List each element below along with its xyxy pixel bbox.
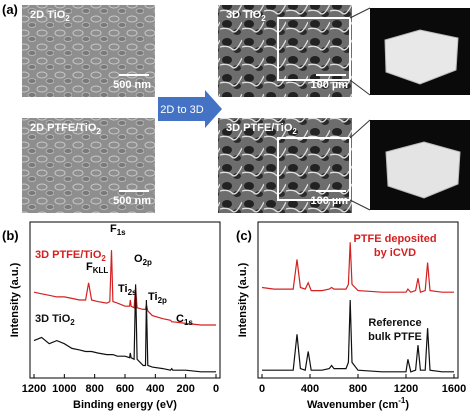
peak-label: Ti2p xyxy=(148,291,167,305)
x-tick-label: 1200 xyxy=(394,383,418,395)
panel-label: (c) xyxy=(236,228,252,243)
legend-label: bulk PTFE xyxy=(368,331,422,343)
text-part: 3D TiO xyxy=(226,9,262,21)
subscript: KLL xyxy=(93,266,109,275)
subscript: 2p xyxy=(143,258,152,267)
x-tick-label: 1000 xyxy=(52,383,76,395)
subscript: 2 xyxy=(261,14,266,23)
image-label: 3D PTFE/TiO2 xyxy=(226,122,297,136)
x-tick-label: 800 xyxy=(85,383,103,395)
x-tick-label: 400 xyxy=(301,383,319,395)
x-axis-label: Binding energy (eV) xyxy=(73,399,177,411)
subscript: 2 xyxy=(96,127,101,136)
peak-label: F1s xyxy=(110,223,126,237)
connector xyxy=(349,119,371,139)
micrograph xyxy=(218,5,352,97)
connector xyxy=(349,199,371,211)
text-part: 3D PTFE/TiO xyxy=(226,122,293,134)
y-axis-label: Intensity (a.u.) xyxy=(237,262,249,337)
x-tick-label: 0 xyxy=(213,383,219,395)
panel-a: 2D to 3D (a) xyxy=(2,2,470,213)
text-part: F xyxy=(86,261,93,273)
subscript: 2 xyxy=(70,318,75,327)
subscript: 2p xyxy=(158,296,167,305)
x-tick-label: 800 xyxy=(349,383,367,395)
text-part: F xyxy=(110,223,117,235)
subscript: 2 xyxy=(101,254,106,263)
y-axis-label: Intensity (a.u.) xyxy=(9,262,21,337)
x-tick-label: 0 xyxy=(259,383,265,395)
subscript: 2s xyxy=(128,288,137,297)
peak-label: C1s xyxy=(176,313,193,327)
panel-label: (a) xyxy=(2,2,18,17)
text-part: 2D TiO xyxy=(30,9,66,21)
plot-frame xyxy=(29,221,221,379)
subscript: 2 xyxy=(292,127,297,136)
image-label: 2D TiO2 xyxy=(30,9,70,23)
x-tick-label: 1200 xyxy=(22,383,46,395)
legend-label: by iCVD xyxy=(374,247,416,259)
micrograph xyxy=(22,118,155,213)
zoom-box xyxy=(277,17,351,81)
x-tick-label: 400 xyxy=(146,383,164,395)
spectrum-line xyxy=(33,284,216,373)
scale-label: 500 nm xyxy=(113,195,151,207)
superscript: -1 xyxy=(398,396,406,405)
foam xyxy=(385,141,461,199)
subscript: 2 xyxy=(65,14,70,23)
peak-label: FKLL xyxy=(86,261,108,275)
text-part: Binding energy (eV) xyxy=(73,399,177,411)
text-part: ) xyxy=(405,399,409,411)
subscript: 1s xyxy=(117,228,126,237)
text-part: Wavenumber (cm xyxy=(307,399,399,411)
arrow-label: 2D to 3D xyxy=(160,104,203,116)
image-label: 2D PTFE/TiO2 xyxy=(30,122,101,136)
scale-label: 100 µm xyxy=(310,79,348,91)
spectrum-line xyxy=(261,242,454,293)
scale-label: 500 nm xyxy=(113,79,151,91)
text-part: Ti xyxy=(118,283,128,295)
legend-label: Reference xyxy=(368,317,421,329)
connector xyxy=(349,7,371,19)
plot-frame xyxy=(257,221,459,379)
x-tick-label: 1600 xyxy=(442,383,466,395)
scale-label: 100 µm xyxy=(310,195,348,207)
text-part: 2D PTFE/TiO xyxy=(30,122,97,134)
x-axis-label: Wavenumber (cm-1) xyxy=(307,396,409,411)
panel-label: (b) xyxy=(2,228,19,243)
peak-label: Ti2s xyxy=(118,283,137,297)
text-part: 3D PTFE/TiO xyxy=(35,249,102,261)
text-part: C xyxy=(176,313,184,325)
micrograph xyxy=(22,5,155,97)
text-part: Ti xyxy=(148,291,158,303)
foam xyxy=(384,29,459,85)
subscript: 1s xyxy=(184,318,193,327)
arrow xyxy=(158,90,222,128)
spectrum-line xyxy=(33,250,216,326)
legend-label: 3D TiO2 xyxy=(35,313,75,327)
zoom-box xyxy=(277,137,351,201)
connector xyxy=(349,79,371,96)
x-tick-label: 600 xyxy=(116,383,134,395)
text-part: 3D TiO xyxy=(35,313,71,325)
legend-label: 3D PTFE/TiO2 xyxy=(35,249,106,263)
legend-label: PTFE deposited xyxy=(353,233,436,245)
image-label: 3D TiO2 xyxy=(226,9,266,23)
spectrum-line xyxy=(262,299,454,373)
peak-label: O2p xyxy=(134,253,152,267)
text-part: O xyxy=(134,253,143,265)
micrograph xyxy=(218,118,352,213)
x-tick-label: 200 xyxy=(176,383,194,395)
